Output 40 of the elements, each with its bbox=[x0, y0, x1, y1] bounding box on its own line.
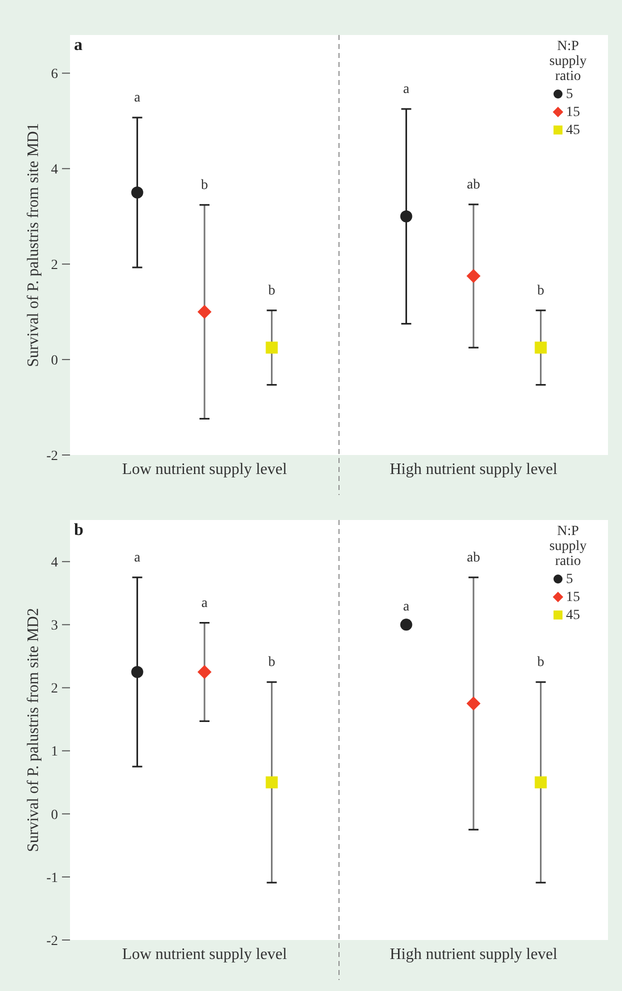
y-tick-label: 0 bbox=[51, 808, 58, 823]
legend-label: 15 bbox=[566, 590, 580, 605]
annotation: a bbox=[201, 596, 208, 611]
annotation: a bbox=[134, 550, 142, 566]
x-tick-label: Low nutrient supply level bbox=[122, 461, 288, 478]
y-tick-label: 0 bbox=[51, 353, 58, 368]
annotation: b bbox=[537, 655, 544, 670]
chart-title: a bbox=[74, 35, 83, 54]
x-tick-label: Low nutrient supply level bbox=[122, 946, 288, 963]
x-tick-label: High nutrient supply level bbox=[390, 946, 558, 963]
y-tick-label: 4 bbox=[51, 556, 58, 571]
annotation: ab bbox=[466, 177, 480, 192]
y-axis-title: Survival of P. palustris from site MD1 bbox=[25, 123, 42, 367]
y-tick-label: 3 bbox=[51, 618, 58, 634]
annotation: b bbox=[268, 655, 276, 670]
y-axis-title: Survival of P. palustris from site MD2 bbox=[25, 608, 42, 852]
y-tick-label: 1 bbox=[51, 744, 58, 760]
legend-title: N:P supply ratio bbox=[549, 39, 587, 84]
annotation: b bbox=[537, 283, 544, 298]
y-tick-label: 4 bbox=[51, 162, 58, 178]
y-tick-label: 2 bbox=[51, 258, 58, 273]
y-tick-label: 2 bbox=[51, 682, 58, 697]
y-tick-label: -2 bbox=[46, 934, 58, 949]
annotation: ab bbox=[466, 550, 480, 566]
legend-label: 45 bbox=[566, 608, 580, 623]
y-tick-label: -2 bbox=[46, 448, 58, 464]
x-tick-label: High nutrient supply level bbox=[390, 461, 558, 478]
legend-label: 15 bbox=[566, 105, 580, 120]
annotation: a bbox=[403, 600, 410, 615]
legend-label: 5 bbox=[566, 87, 573, 102]
annotation: b bbox=[268, 283, 276, 298]
annotation: a bbox=[134, 90, 142, 106]
y-tick-label: -1 bbox=[46, 870, 58, 886]
legend-label: 5 bbox=[566, 572, 573, 587]
chart-title: b bbox=[74, 520, 84, 539]
annotation: a bbox=[403, 82, 410, 97]
legend-label: 45 bbox=[566, 123, 580, 138]
annotation: b bbox=[201, 178, 208, 193]
legend-title: N:P supply ratio bbox=[549, 524, 587, 569]
y-tick-label: 6 bbox=[51, 67, 58, 82]
